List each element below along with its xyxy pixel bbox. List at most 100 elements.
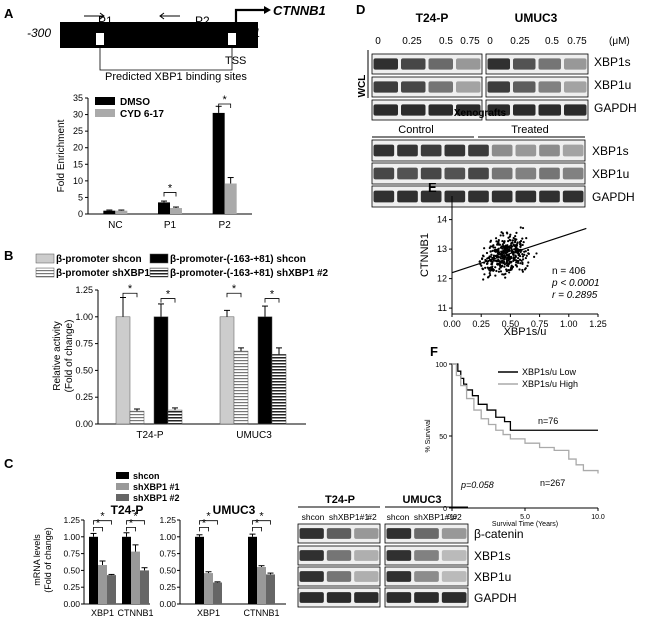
dose-unit-label: (μM): [609, 36, 630, 47]
scatter-point: [521, 226, 525, 230]
scatter-point: [502, 262, 505, 265]
scatter-point: [512, 258, 516, 261]
blot-band: [513, 58, 536, 70]
blot-band: [564, 58, 587, 70]
blot-band: [386, 592, 412, 603]
dose-label: 0.25: [510, 36, 530, 47]
panel-f-letter-group: F: [430, 344, 438, 359]
blot-band: [538, 104, 561, 116]
scatter-point: [496, 260, 499, 263]
blot-row-label: GAPDH: [594, 101, 637, 115]
chart-a: 0 5 10 15 20 25 30 35 Fold Enrichment NC P1 P2 DMSOC…: [56, 93, 252, 231]
y-tick-label: 1.25: [63, 515, 80, 525]
x-axis-label: Survival Time (Years): [492, 521, 558, 528]
blot-band: [354, 528, 379, 539]
scatter-point: [515, 231, 518, 234]
legend-label: XBP1s/u Low: [522, 367, 577, 377]
blot-band: [538, 58, 561, 70]
panel-f-letter: F: [430, 344, 438, 359]
chart-e: 0.00 0.25 0.50 0.75 1.00 1.25 11 12 13 14 XBP1s/u C…: [419, 196, 607, 338]
scatter-point: [498, 267, 501, 271]
lane-label: shcon: [302, 512, 325, 522]
scatter-point: [500, 252, 503, 255]
xenograft-group-label: Treated: [511, 124, 549, 136]
blot-band: [515, 167, 537, 180]
panel-b-letter-group: B: [4, 248, 13, 263]
panel-e-letter: E: [428, 180, 437, 195]
scatter-point: [517, 257, 520, 260]
scatter-point: [497, 262, 500, 265]
scatter-point: [497, 242, 500, 245]
y-axis-label: Fold Enrichment: [56, 119, 67, 192]
scatter-point: [519, 239, 523, 243]
panel-b-letter: B: [4, 248, 13, 263]
scatter-point: [484, 266, 487, 269]
scatter-point: [516, 247, 519, 251]
y-tick-label: 5: [78, 192, 83, 202]
scatter-point: [489, 250, 492, 253]
blot-band: [468, 167, 489, 180]
blot-band: [420, 144, 442, 157]
stat-label: r = 0.2895: [552, 290, 598, 301]
blot-row-label: XBP1s: [474, 549, 511, 563]
blot-band: [414, 550, 439, 561]
y-tick-label: 1.00: [159, 532, 176, 542]
blot-strip: [371, 99, 483, 121]
tss-arrow-head: [264, 6, 271, 14]
scatter-point: [497, 247, 500, 250]
y-tick-label: 0.25: [159, 582, 176, 592]
scatter-point: [525, 254, 528, 257]
scatter-point: [526, 248, 530, 252]
scatter-point: [482, 278, 485, 281]
legend-label: shXBP1 #2: [133, 493, 180, 503]
scatter-point: [489, 245, 492, 248]
scatter-point: [499, 246, 502, 249]
scatter-point: [481, 257, 484, 260]
x-tick-label: NC: [108, 220, 122, 231]
significance-star: *: [255, 517, 260, 529]
p-label: p=0.058: [460, 480, 494, 490]
blot-row-label: XBP1u: [594, 78, 631, 92]
y-tick-label: 1.00: [63, 532, 80, 542]
scatter-point: [489, 240, 492, 243]
bar: [140, 570, 149, 604]
scatter-point: [514, 244, 517, 247]
scatter-point: [509, 233, 512, 236]
wcl-label: WCL: [357, 75, 368, 98]
significance-bracket: [93, 526, 103, 532]
scatter-point: [508, 260, 511, 263]
y-tick-label: 1.25: [159, 515, 176, 525]
scatter-point: [506, 244, 509, 247]
blot-band: [487, 104, 510, 116]
scatter-point: [514, 255, 518, 258]
binding-site-1: [96, 33, 104, 45]
scatter-point: [503, 247, 506, 250]
x-tick-label: P1: [164, 220, 177, 231]
scatter-point: [509, 239, 512, 242]
xenograft-group-label: Control: [398, 124, 433, 136]
trend-line: [451, 227, 587, 274]
scatter-point: [496, 249, 499, 252]
dose-label: 0: [487, 36, 493, 47]
scatter-point: [533, 255, 536, 258]
blot-band: [564, 104, 587, 116]
blot-group-label: T24-P: [325, 494, 355, 506]
blot-band: [386, 571, 412, 582]
scatter-point: [515, 261, 518, 264]
bar: [167, 409, 183, 425]
scatter-point: [488, 257, 491, 260]
xenograft-title: Xenografts: [454, 108, 507, 119]
scatter-point: [488, 255, 491, 258]
stat-label: p < 0.0001: [551, 278, 600, 289]
n-label: n=76: [538, 416, 558, 426]
blot-band: [487, 81, 510, 93]
blot-band: [354, 592, 379, 603]
binding-sites-bracket: [99, 48, 233, 71]
significance-star: *: [270, 289, 275, 301]
scatter-point: [492, 254, 496, 257]
blot-band: [428, 104, 453, 116]
scatter-point: [491, 249, 494, 253]
y-tick-label: 0.75: [75, 339, 93, 349]
legend-label: CYD 6-17: [120, 109, 164, 120]
